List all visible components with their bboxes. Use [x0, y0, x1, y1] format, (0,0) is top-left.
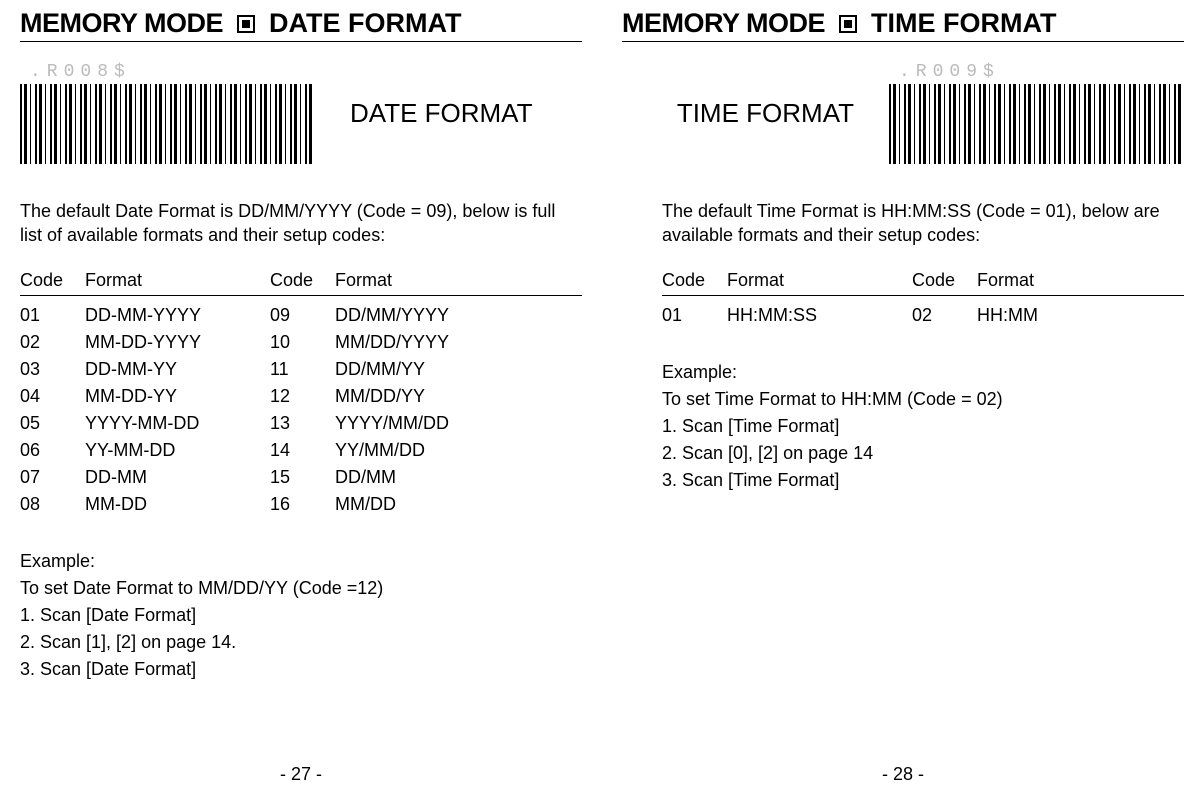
col-code-1: Code	[662, 270, 727, 291]
cell: MM/DD/YYYY	[335, 329, 582, 356]
cell: 15	[270, 464, 335, 491]
cell: DD/MM	[335, 464, 582, 491]
cell: MM/DD/YY	[335, 383, 582, 410]
col-format-2: Format	[335, 270, 582, 291]
example-step: 2. Scan [0], [2] on page 14	[662, 440, 1184, 467]
header-main: MEMORY MODE	[20, 8, 223, 39]
table-row: 08MM-DD16MM/DD	[20, 491, 582, 518]
example-line: To set Date Format to MM/DD/YY (Code =12…	[20, 575, 582, 602]
example-step: 2. Scan [1], [2] on page 14.	[20, 629, 582, 656]
cell: MM/DD	[335, 491, 582, 518]
chip-icon	[237, 15, 255, 33]
cell: 10	[270, 329, 335, 356]
cell: DD/MM/YYYY	[335, 302, 582, 329]
table-row: 05YYYY-MM-DD13YYYY/MM/DD	[20, 410, 582, 437]
cell: DD-MM-YY	[85, 356, 270, 383]
table-body: 01DD-MM-YYYY09DD/MM/YYYY02MM-DD-YYYY10MM…	[20, 296, 582, 518]
cell: 02	[20, 329, 85, 356]
example-title: Example:	[662, 359, 1184, 386]
cell: 02	[912, 302, 977, 329]
example-step: 3. Scan [Time Format]	[662, 467, 1184, 494]
header-sub: TIME FORMAT	[871, 8, 1056, 39]
barcode-icon	[20, 84, 315, 164]
table-row: 02MM-DD-YYYY10MM/DD/YYYY	[20, 329, 582, 356]
header: MEMORY MODE DATE FORMAT	[20, 8, 582, 42]
example-line: To set Time Format to HH:MM (Code = 02)	[662, 386, 1184, 413]
format-table: Code Format Code Format 01HH:MM:SS02HH:M…	[662, 266, 1184, 329]
table-row: 06YY-MM-DD14YY/MM/DD	[20, 437, 582, 464]
page-left: MEMORY MODE DATE FORMAT .R008$ DATE FORM…	[0, 0, 602, 810]
cell: DD/MM/YY	[335, 356, 582, 383]
barcode-block: .R009$	[889, 62, 1184, 164]
table-row: 03DD-MM-YY11DD/MM/YY	[20, 356, 582, 383]
example-step: 3. Scan [Date Format]	[20, 656, 582, 683]
col-code-1: Code	[20, 270, 85, 291]
table-head: Code Format Code Format	[20, 266, 582, 296]
cell: DD-MM-YYYY	[85, 302, 270, 329]
cell: YYYY/MM/DD	[335, 410, 582, 437]
barcode-code: .R008$	[30, 62, 315, 82]
cell: MM-DD	[85, 491, 270, 518]
cell: HH:MM	[977, 302, 1184, 329]
barcode-label: TIME FORMAT	[677, 98, 854, 129]
example-title: Example:	[20, 548, 582, 575]
cell: 01	[20, 302, 85, 329]
barcode-row: TIME FORMAT .R009$	[622, 62, 1184, 164]
page-number: - 28 -	[602, 764, 1204, 785]
header: MEMORY MODE TIME FORMAT	[622, 8, 1184, 42]
col-format-2: Format	[977, 270, 1184, 291]
barcode-icon	[889, 84, 1184, 164]
barcode-label: DATE FORMAT	[350, 98, 532, 129]
cell: 07	[20, 464, 85, 491]
cell: 12	[270, 383, 335, 410]
header-sub: DATE FORMAT	[269, 8, 461, 39]
cell: 05	[20, 410, 85, 437]
cell: YY-MM-DD	[85, 437, 270, 464]
cell: DD-MM	[85, 464, 270, 491]
format-table: Code Format Code Format 01DD-MM-YYYY09DD…	[20, 266, 582, 518]
barcode-block: .R008$	[20, 62, 315, 164]
barcode-code: .R009$	[899, 62, 1184, 82]
intro-text: The default Time Format is HH:MM:SS (Cod…	[662, 199, 1184, 248]
cell: 16	[270, 491, 335, 518]
page-right: MEMORY MODE TIME FORMAT TIME FORMAT .R00…	[602, 0, 1204, 810]
cell: MM-DD-YYYY	[85, 329, 270, 356]
example-block: Example: To set Time Format to HH:MM (Co…	[662, 359, 1184, 494]
intro-text: The default Date Format is DD/MM/YYYY (C…	[20, 199, 560, 248]
cell: 14	[270, 437, 335, 464]
example-block: Example: To set Date Format to MM/DD/YY …	[20, 548, 582, 683]
cell: 03	[20, 356, 85, 383]
table-row: 07DD-MM15DD/MM	[20, 464, 582, 491]
cell: 04	[20, 383, 85, 410]
table-row: 04MM-DD-YY12MM/DD/YY	[20, 383, 582, 410]
chip-icon	[839, 15, 857, 33]
cell: 08	[20, 491, 85, 518]
cell: YY/MM/DD	[335, 437, 582, 464]
cell: 13	[270, 410, 335, 437]
example-step: 1. Scan [Date Format]	[20, 602, 582, 629]
example-step: 1. Scan [Time Format]	[662, 413, 1184, 440]
barcode-row: .R008$ DATE FORMAT	[20, 62, 582, 164]
page-number: - 27 -	[0, 764, 602, 785]
cell: MM-DD-YY	[85, 383, 270, 410]
col-format-1: Format	[85, 270, 270, 291]
cell: 01	[662, 302, 727, 329]
table-row: 01DD-MM-YYYY09DD/MM/YYYY	[20, 302, 582, 329]
header-main: MEMORY MODE	[622, 8, 825, 39]
cell: 11	[270, 356, 335, 383]
cell: HH:MM:SS	[727, 302, 912, 329]
table-body: 01HH:MM:SS02HH:MM	[662, 296, 1184, 329]
cell: YYYY-MM-DD	[85, 410, 270, 437]
cell: 06	[20, 437, 85, 464]
col-code-2: Code	[270, 270, 335, 291]
table-head: Code Format Code Format	[662, 266, 1184, 296]
col-format-1: Format	[727, 270, 912, 291]
cell: 09	[270, 302, 335, 329]
col-code-2: Code	[912, 270, 977, 291]
table-row: 01HH:MM:SS02HH:MM	[662, 302, 1184, 329]
